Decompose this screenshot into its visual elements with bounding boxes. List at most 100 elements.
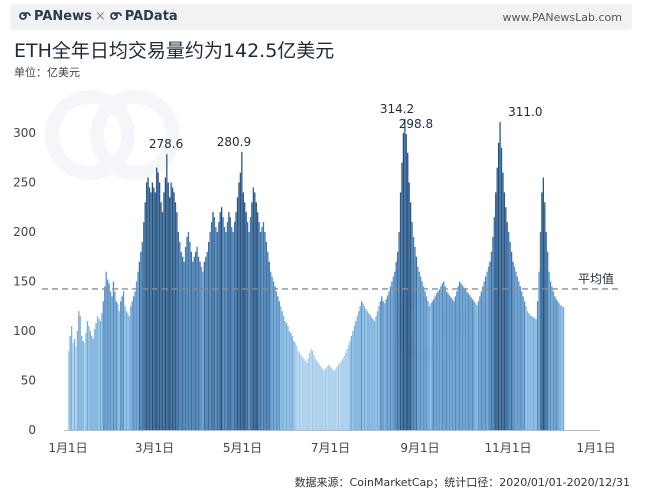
daily-volume-bar (382, 301, 384, 430)
daily-volume-bar (464, 289, 467, 430)
daily-volume-bar (453, 301, 455, 430)
daily-volume-bar (173, 192, 175, 430)
daily-volume-bar (274, 286, 276, 430)
brand: PANews × PAData (18, 9, 178, 24)
daily-volume-bar (209, 232, 211, 430)
daily-volume-bar (399, 192, 402, 430)
daily-volume-bar (208, 241, 210, 430)
daily-volume-bar (506, 222, 508, 430)
daily-volume-bar (101, 313, 103, 430)
daily-volume-bar (461, 285, 464, 430)
data-source-note: 数据来源：CoinMarketCap；统计口径：2020/01/01-2020/… (294, 476, 630, 489)
daily-volume-bar (333, 370, 335, 430)
daily-volume-bar (373, 321, 376, 430)
daily-volume-bar (392, 276, 394, 430)
daily-volume-bar (226, 222, 229, 430)
header-bar: PANews × PAData www.PANewsLab.com (10, 4, 632, 30)
x-tick-label: 5月1日 (223, 441, 262, 455)
daily-volume-bar (522, 296, 524, 430)
daily-volume-bar (479, 296, 481, 430)
daily-volume-bar (396, 251, 399, 430)
daily-volume-bar (238, 182, 240, 430)
daily-volume-bar (535, 319, 537, 430)
daily-volume-bar (528, 313, 530, 430)
daily-volume-bar (378, 306, 380, 430)
daily-volume-bar (199, 261, 201, 430)
daily-volume-bar (270, 271, 272, 430)
daily-volume-bar (107, 279, 109, 430)
daily-volume-bar (177, 232, 180, 430)
daily-volume-bar (167, 182, 169, 430)
daily-volume-bar (518, 281, 520, 430)
daily-volume-bar (121, 296, 123, 430)
daily-volume-bar (345, 352, 347, 430)
daily-volume-bar (202, 271, 204, 430)
daily-volume-bar (503, 192, 506, 430)
daily-volume-bar (424, 291, 426, 430)
daily-volume-bar (316, 360, 318, 430)
daily-volume-bar (170, 182, 172, 430)
daily-volume-bar (409, 202, 412, 430)
daily-volume-bar (156, 167, 158, 430)
daily-volume-bar (132, 296, 135, 430)
daily-volume-bar (386, 295, 389, 430)
daily-volume-bar (562, 307, 565, 430)
daily-volume-bar (554, 296, 556, 430)
daily-volume-bar (306, 362, 308, 430)
daily-volume-bar (284, 321, 286, 430)
daily-volume-bar (381, 296, 383, 430)
daily-volume-bar (493, 217, 495, 430)
daily-volume-bar (407, 152, 409, 431)
daily-volume-bar (290, 332, 292, 430)
daily-volume-bar (179, 241, 181, 430)
daily-volume-bar (394, 271, 396, 430)
daily-volume-bar (235, 212, 237, 430)
daily-volume-bar (371, 317, 373, 430)
peak-value-label: 278.6 (149, 137, 183, 151)
daily-volume-bar (496, 167, 498, 430)
daily-volume-bar (539, 232, 542, 430)
daily-volume-bar (541, 192, 543, 430)
x-tick-label: 9月1日 (400, 441, 439, 455)
daily-volume-bar (327, 364, 330, 430)
daily-volume-bar (117, 303, 119, 430)
daily-volume-bar (427, 301, 429, 430)
daily-volume-bar (321, 368, 324, 430)
daily-volume-bar (362, 303, 364, 430)
daily-volume-bar (440, 286, 442, 430)
daily-volume-bar (193, 256, 195, 430)
x-tick-label: 3月1日 (135, 441, 174, 455)
daily-volume-bar (277, 296, 279, 430)
y-tick-label: 0 (28, 423, 36, 437)
daily-volume-bar (174, 202, 177, 430)
daily-volume-bar (281, 311, 283, 430)
daily-volume-bar (265, 241, 268, 430)
panews-logo-icon (19, 12, 31, 20)
daily-volume-bar (500, 147, 503, 430)
daily-volume-bar (137, 271, 139, 430)
daily-volume-bar (363, 306, 366, 430)
daily-volume-bar (545, 232, 547, 430)
brand-separator: × (94, 9, 106, 24)
daily-volume-bar (489, 261, 491, 430)
daily-volume-bar (319, 364, 321, 430)
daily-volume-bar (70, 326, 73, 430)
daily-volume-bar (486, 271, 488, 430)
daily-volume-bar (360, 301, 363, 430)
daily-volume-bar (434, 296, 436, 430)
daily-volume-bar (505, 207, 507, 430)
daily-volume-bar (433, 299, 435, 430)
daily-volume-bar (509, 241, 511, 430)
daily-volume-bar (531, 316, 533, 430)
daily-volume-bar (79, 316, 81, 430)
daily-volume-bar (242, 192, 244, 430)
daily-volume-bar (262, 222, 265, 430)
daily-volume-bar (365, 309, 367, 430)
chart-title: ETH全年日均交易量约为142.5亿美元 (14, 40, 335, 62)
daily-volume-bar (521, 291, 523, 430)
daily-volume-bar (258, 222, 260, 430)
daily-volume-bar (275, 291, 278, 430)
daily-volume-bar (192, 261, 194, 430)
daily-volume-bar (336, 366, 338, 430)
